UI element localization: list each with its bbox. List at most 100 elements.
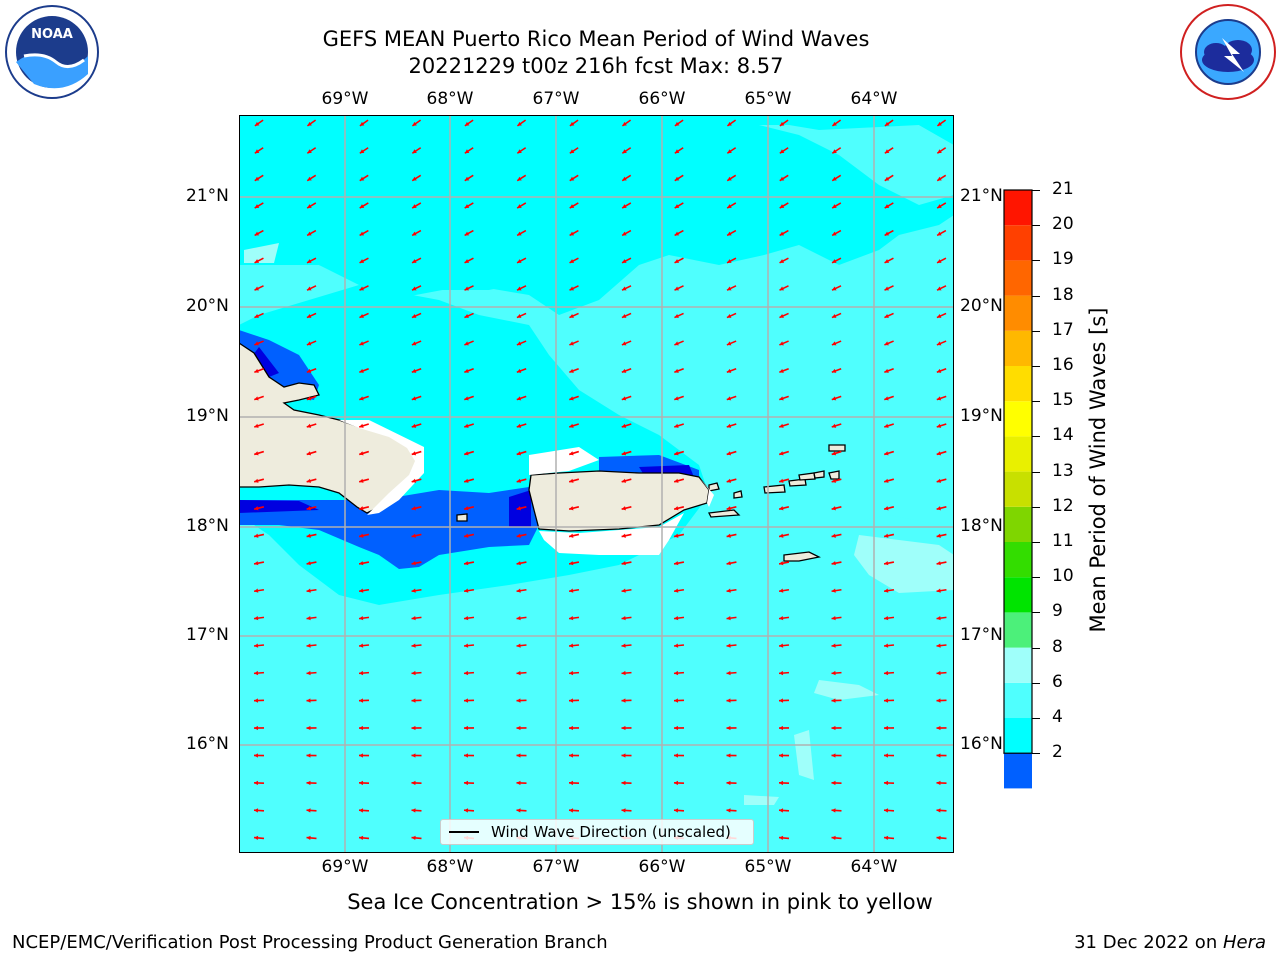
wind-wave-arrow-head: [621, 808, 626, 813]
wind-wave-arrow-head: [726, 780, 731, 786]
wind-wave-arrow-head: [936, 533, 941, 538]
wind-wave-arrow-head: [359, 396, 364, 401]
wind-wave-arrow-head: [517, 149, 522, 154]
wind-wave-arrow-head: [621, 561, 626, 566]
wind-wave-arrow-head: [937, 176, 942, 181]
wind-wave-arrow-head: [884, 643, 889, 648]
wind-wave-arrow-head: [569, 259, 575, 263]
wind-wave-arrow-head: [832, 149, 837, 154]
wind-wave-arrow-head: [779, 753, 783, 758]
wind-wave-arrow-head: [516, 698, 521, 703]
coastal-mask: [339, 420, 714, 555]
wind-wave-arrow-head: [727, 204, 732, 209]
wind-wave-arrow-head: [359, 643, 364, 648]
wind-wave-arrow-head: [779, 204, 785, 209]
wind-wave-arrow-head: [621, 643, 626, 648]
wind-wave-arrow-head: [411, 780, 416, 786]
wind-wave-arrow-head: [831, 808, 836, 813]
wind-wave-arrow-head: [937, 259, 942, 263]
wind-wave-arrow-head: [936, 615, 941, 621]
wind-wave-arrow-head: [621, 533, 626, 538]
wind-wave-arrow-head: [569, 725, 573, 731]
wind-wave-arrow-head: [936, 643, 941, 648]
nws-logo: [1178, 2, 1278, 102]
wind-wave-arrow-head: [831, 835, 836, 841]
wind-wave-arrow-head: [411, 341, 417, 346]
wind-wave-arrow-head: [779, 259, 785, 263]
wind-wave-arrow-head: [674, 341, 679, 346]
wind-wave-arrow-head: [306, 368, 312, 373]
wind-wave-arrow-head: [621, 368, 627, 373]
wind-wave-arrow-head: [517, 176, 522, 181]
colorbar-tick-mark: [1032, 577, 1040, 579]
wind-wave-arrow-head: [936, 396, 942, 401]
wind-wave-arrow-head: [779, 451, 784, 456]
wind-wave-arrow-head: [832, 231, 837, 236]
wind-wave-arrow-head: [569, 615, 574, 621]
wind-wave-arrow-head: [411, 478, 417, 483]
wind-wave-arrow-head: [569, 231, 575, 236]
wind-wave-arrow-head: [359, 478, 364, 483]
wind-wave-arrow-head: [622, 204, 627, 209]
colorbar-tick-label: 11: [1052, 531, 1074, 551]
wind-wave-arrow-head: [516, 533, 521, 538]
wind-wave-arrow-head: [884, 149, 890, 154]
colorbar-tick-label: 14: [1052, 425, 1074, 446]
wind-wave-arrow-head: [831, 341, 837, 346]
wind-wave-arrow-head: [254, 670, 259, 676]
wind-wave-arrow-head: [831, 698, 836, 703]
wind-wave-arrow-head: [621, 313, 627, 318]
wind-wave-arrow-head: [779, 286, 784, 291]
colorbar-cell: [1004, 330, 1032, 366]
wind-wave-arrow-head: [516, 588, 521, 593]
colorbar-tick-mark: [1032, 366, 1040, 367]
wind-wave-arrow-head: [727, 231, 732, 236]
wind-wave-arrow-head: [937, 121, 942, 126]
colorbar-cell: [1004, 577, 1032, 613]
colorbar-tick-label: 19: [1052, 249, 1074, 270]
wind-wave-arrow-head: [884, 670, 889, 676]
wind-wave-arrow-head: [306, 451, 312, 456]
wind-wave-arrow-head: [622, 231, 627, 236]
wind-wave-arrow-head: [831, 506, 836, 511]
wind-wave-arrow-head: [674, 259, 680, 263]
wind-wave-arrow-head: [411, 368, 417, 373]
wind-wave-arrow-head: [254, 725, 258, 731]
wind-wave-arrow-head: [516, 561, 521, 566]
colorbar-tick-label: 12: [1052, 495, 1074, 516]
wind-wave-arrow-head: [306, 780, 311, 786]
wind-wave-arrow-head: [254, 506, 259, 511]
wind-wave-arrow-head: [884, 506, 889, 511]
lon-label-bottom: 68°W: [426, 857, 474, 877]
wind-wave-arrow-head: [726, 643, 731, 648]
wind-wave-arrow-head: [254, 451, 259, 456]
wind-wave-arrow-head: [779, 313, 784, 318]
wind-wave-arrow-head: [622, 149, 627, 154]
wind-wave-arrow-head: [726, 561, 731, 566]
wind-wave-arrow-head: [411, 533, 416, 538]
wind-wave-arrow-head: [936, 753, 941, 758]
wind-wave-arrow-head: [621, 506, 626, 511]
colorbar-cell: [1004, 190, 1032, 226]
wind-wave-arrow-head: [726, 615, 731, 621]
wind-wave-arrow-head: [569, 478, 574, 483]
lon-label-bottom: 65°W: [744, 857, 792, 877]
wind-wave-arrow-head: [306, 423, 312, 428]
wind-wave-arrow-head: [254, 615, 259, 621]
wind-wave-arrow-head: [306, 725, 311, 731]
wind-wave-arrow-head: [516, 615, 521, 621]
lon-label-top: 64°W: [850, 89, 898, 109]
wind-wave-arrow-head: [726, 341, 732, 346]
wind-wave-arrow-head: [936, 478, 942, 483]
wind-wave-arrow-head: [674, 313, 679, 318]
wind-wave-arrow-head: [726, 286, 732, 291]
wind-wave-arrow-head: [621, 423, 627, 428]
wind-wave-arrow-head: [831, 396, 837, 401]
wind-wave-arrow-head: [936, 506, 941, 511]
wind-wave-arrow-head: [674, 725, 678, 731]
wind-wave-arrow-head: [359, 670, 364, 676]
map-panel[interactable]: [238, 114, 955, 854]
wind-wave-arrow-head: [254, 121, 260, 126]
wind-wave-arrow-head: [254, 780, 259, 786]
colorbar-cell: [1004, 753, 1032, 789]
